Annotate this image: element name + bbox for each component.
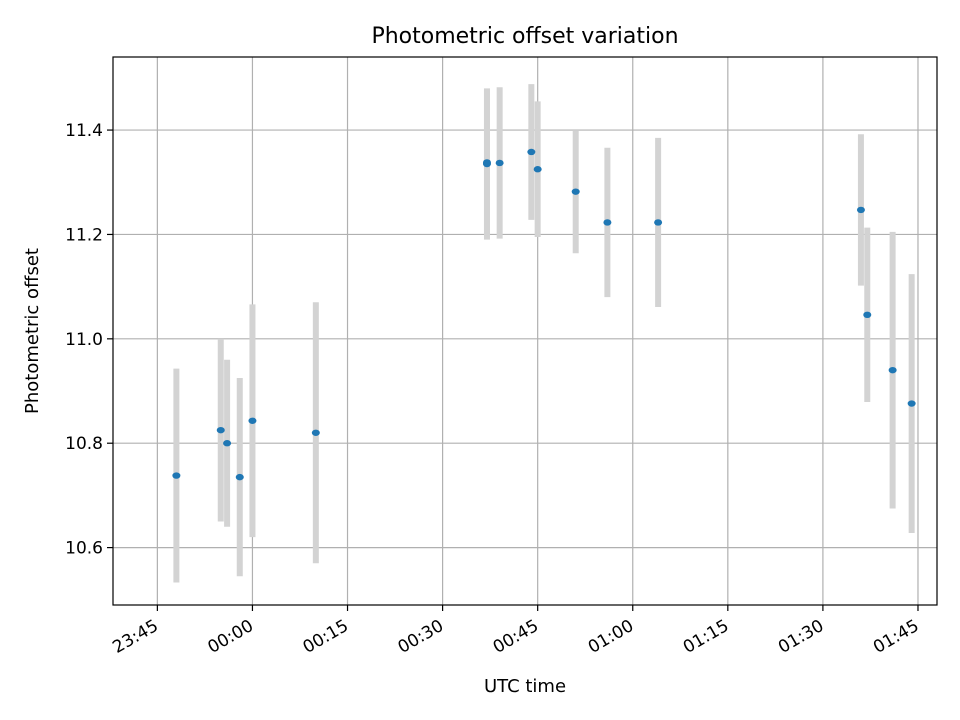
data-point xyxy=(603,219,612,226)
data-point xyxy=(172,472,181,479)
y-tick-label: 10.6 xyxy=(65,539,103,559)
data-point xyxy=(888,366,897,374)
data-point xyxy=(527,148,536,156)
data-point xyxy=(216,426,225,434)
data-point xyxy=(248,417,257,424)
data-point xyxy=(482,159,491,166)
chart-title: Photometric offset variation xyxy=(371,24,678,49)
y-axis-label: Photometric offset xyxy=(22,248,43,414)
y-tick-label: 11.2 xyxy=(65,225,103,245)
x-axis-label: UTC time xyxy=(484,676,566,697)
point-layer xyxy=(172,148,916,481)
data-point xyxy=(654,219,663,226)
grid-layer xyxy=(113,57,937,605)
plot-area xyxy=(113,57,937,605)
data-point xyxy=(571,188,580,195)
data-point xyxy=(907,400,916,407)
y-tick-label: 11.4 xyxy=(65,121,103,141)
data-point xyxy=(235,473,244,481)
plot-frame xyxy=(112,56,938,606)
data-point xyxy=(311,429,320,436)
data-point xyxy=(533,166,542,173)
data-point xyxy=(495,159,504,167)
y-tick-label: 10.8 xyxy=(65,434,103,454)
data-point xyxy=(863,311,872,319)
y-tick-label: 11.0 xyxy=(65,330,103,350)
data-point xyxy=(223,440,232,447)
data-point xyxy=(856,206,865,214)
